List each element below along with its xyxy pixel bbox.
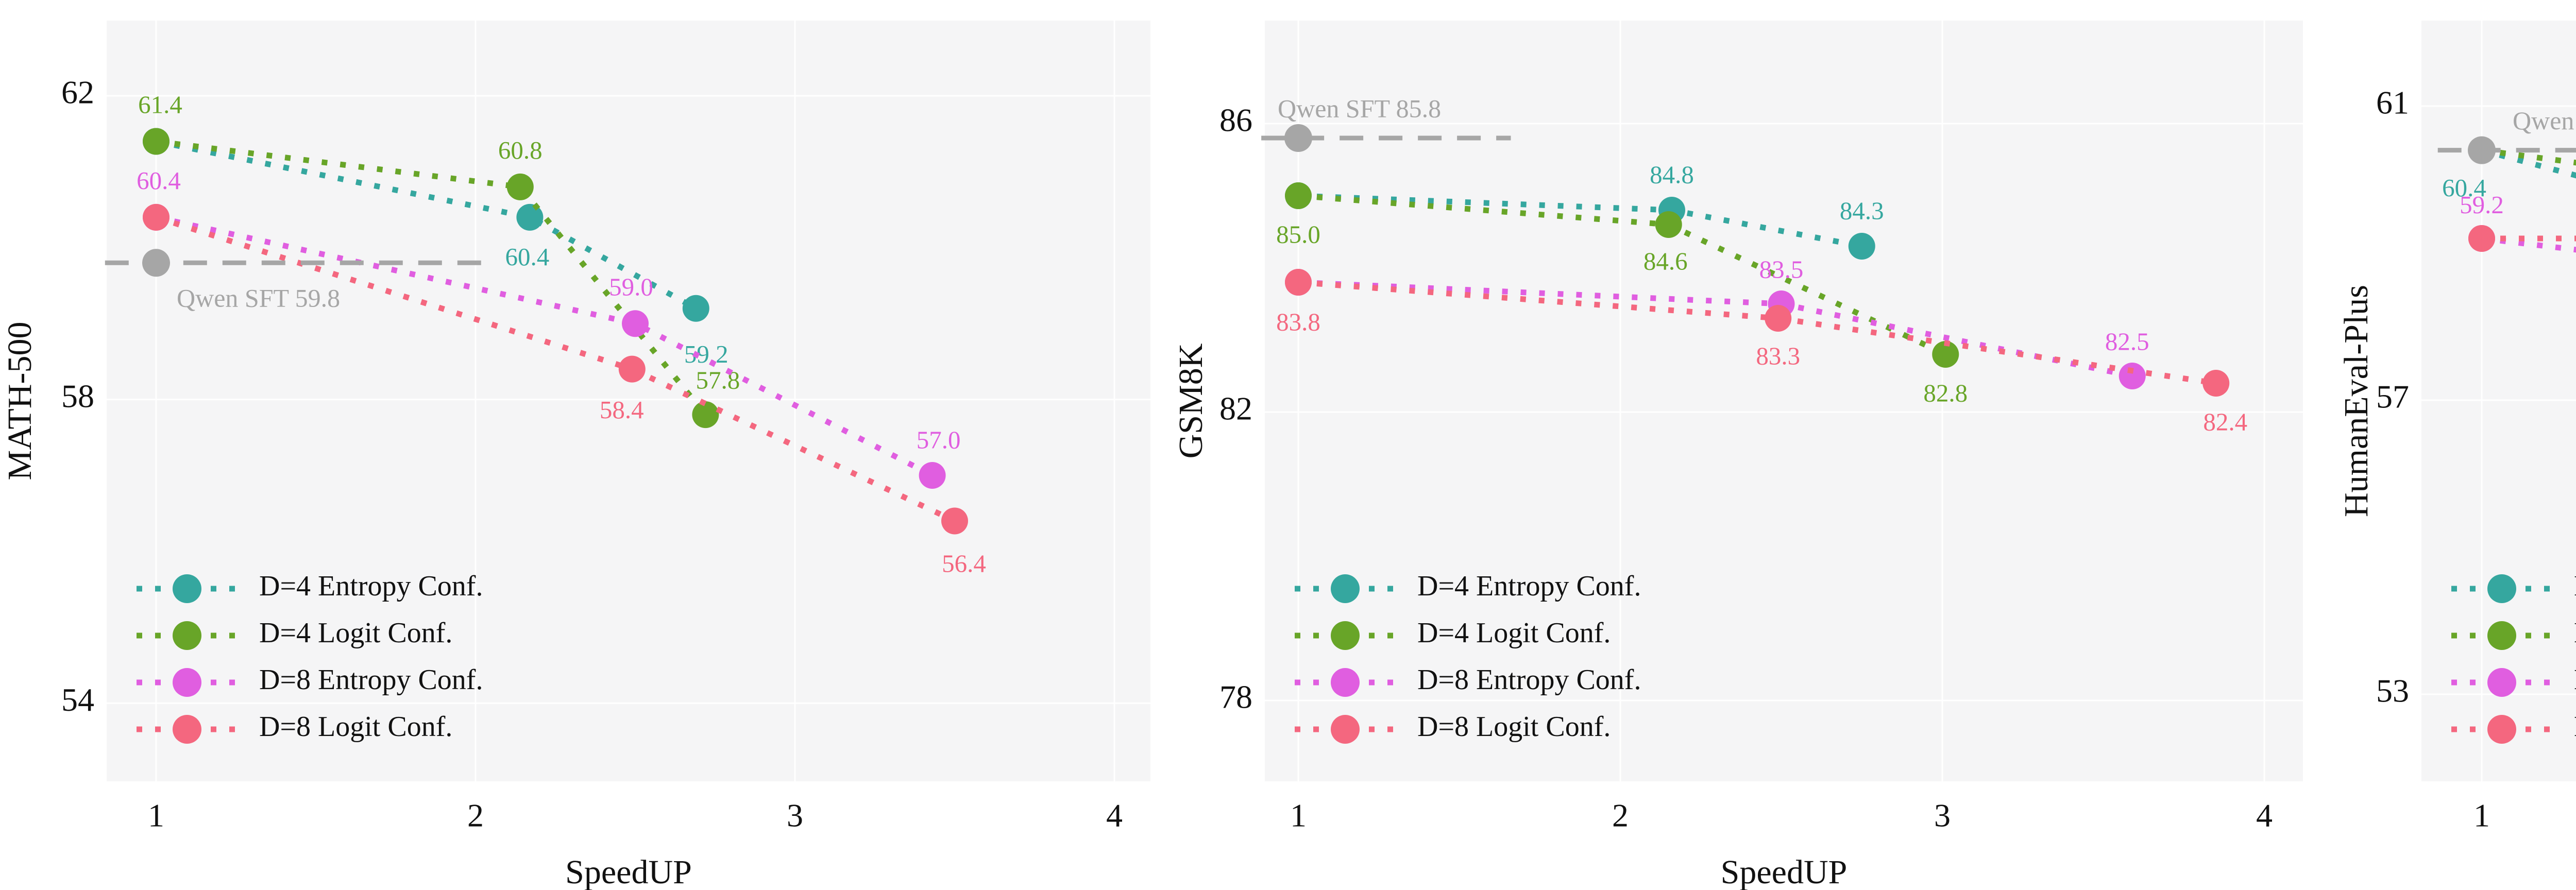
point-value-label: 61.4 <box>138 91 182 119</box>
point-value-label: 83.3 <box>1756 341 1800 370</box>
series-point-pink <box>2202 370 2230 397</box>
baseline-label: Qwen SFT 60.4 <box>2513 106 2576 135</box>
x-axis-title: SpeedUP <box>565 853 692 890</box>
y-tick-label: 58 <box>61 378 94 414</box>
point-value-label: 56.4 <box>942 550 986 578</box>
legend-marker-green <box>2487 621 2516 650</box>
x-axis-title: SpeedUP <box>1721 853 1848 890</box>
series-point-green <box>1655 211 1682 238</box>
y-tick-label: 57 <box>2376 379 2409 415</box>
point-value-label: 83.5 <box>1759 255 1804 283</box>
x-tick-label: 2 <box>1612 797 1629 834</box>
point-value-label: 58.4 <box>600 396 644 424</box>
point-value-label: 59.2 <box>684 340 728 368</box>
x-tick-label: 1 <box>2473 797 2490 834</box>
y-axis-title: HumanEval-Plus <box>2337 285 2375 517</box>
y-tick-label: 82 <box>1219 390 1252 427</box>
series-point-magenta <box>622 310 649 337</box>
y-tick-label: 54 <box>61 681 94 718</box>
series-point-green <box>506 173 534 200</box>
y-axis-title: GSM8K <box>1172 344 1210 459</box>
x-tick-label: 1 <box>148 797 164 834</box>
legend-marker-magenta <box>1331 668 1360 697</box>
legend-label: D=4 Logit Conf. <box>2574 617 2576 649</box>
point-value-label: 84.3 <box>1840 196 1884 225</box>
legend-marker-magenta <box>2487 668 2516 697</box>
y-tick-label: 78 <box>1219 679 1252 715</box>
legend-label: D=8 Logit Conf. <box>2574 711 2576 743</box>
legend-marker-magenta <box>173 668 201 697</box>
legend-marker-green <box>1331 621 1360 650</box>
legend-marker-green <box>173 621 201 650</box>
plot-area <box>107 21 1150 781</box>
legend-marker-pink <box>173 715 201 744</box>
series-point-teal <box>682 295 709 322</box>
y-tick-label: 86 <box>1219 102 1252 139</box>
point-value-label: 60.4 <box>2442 174 2486 202</box>
point-value-label: 82.5 <box>2105 327 2149 355</box>
series-point-magenta <box>919 462 946 489</box>
point-value-label: 57.0 <box>917 425 961 454</box>
legend-label: D=4 Entropy Conf. <box>2574 570 2576 602</box>
series-point-pink <box>1285 269 1312 296</box>
baseline-label: Qwen SFT 59.8 <box>177 284 340 313</box>
x-tick-label: 2 <box>467 797 484 834</box>
point-value-label: 82.4 <box>2203 407 2247 436</box>
x-tick-label: 4 <box>2256 797 2273 834</box>
legend-marker-teal <box>173 574 201 603</box>
legend-label: D=4 Entropy Conf. <box>1417 570 1641 602</box>
legend-marker-pink <box>2487 715 2516 744</box>
series-point-teal <box>1848 233 1875 260</box>
legend-label: D=4 Logit Conf. <box>259 617 452 649</box>
point-value-label: 85.0 <box>1276 220 1320 248</box>
point-value-label: 60.4 <box>137 166 181 195</box>
baseline-label: Qwen SFT 85.8 <box>1278 94 1441 123</box>
baseline-marker <box>1284 124 1312 152</box>
point-value-label: 83.8 <box>1276 307 1320 336</box>
x-tick-label: 4 <box>1106 797 1123 834</box>
legend-label: D=8 Logit Conf. <box>259 711 452 743</box>
point-value-label: 84.8 <box>1650 160 1694 189</box>
y-tick-label: 53 <box>2376 673 2409 709</box>
x-tick-label: 1 <box>1290 797 1307 834</box>
series-point-pink <box>143 203 170 231</box>
series-point-green <box>143 128 170 155</box>
plot-area <box>1265 21 2303 781</box>
y-tick-label: 61 <box>2376 84 2409 121</box>
series-point-green <box>1932 341 1959 368</box>
legend-marker-teal <box>1331 574 1360 603</box>
legend-label: D=4 Entropy Conf. <box>259 570 483 602</box>
legend-marker-pink <box>1331 715 1360 744</box>
legend-label: D=4 Logit Conf. <box>1417 617 1611 649</box>
series-point-pink <box>2468 225 2495 252</box>
series-point-green <box>1285 182 1312 209</box>
legend-label: D=8 Entropy Conf. <box>2574 664 2576 696</box>
point-value-label: 60.8 <box>498 136 543 164</box>
legend-marker-teal <box>2487 574 2516 603</box>
point-value-label: 60.4 <box>505 243 550 271</box>
y-tick-label: 62 <box>61 74 94 111</box>
x-tick-label: 3 <box>1934 797 1951 834</box>
legend-label: D=8 Entropy Conf. <box>1417 664 1641 696</box>
legend-label: D=8 Logit Conf. <box>1417 711 1611 743</box>
point-value-label: 84.6 <box>1643 247 1688 275</box>
series-point-magenta <box>2119 363 2146 389</box>
point-value-label: 57.8 <box>696 366 740 394</box>
x-tick-label: 3 <box>787 797 803 834</box>
point-value-label: 82.8 <box>1923 379 1968 407</box>
point-value-label: 59.2 <box>2460 191 2504 219</box>
y-axis-title: MATH-500 <box>1 322 39 481</box>
series-point-pink <box>1765 305 1792 332</box>
baseline-marker <box>2468 136 2496 164</box>
baseline-marker <box>142 249 170 277</box>
series-point-pink <box>618 355 646 383</box>
series-point-green <box>692 401 719 429</box>
legend-label: D=8 Entropy Conf. <box>259 664 483 696</box>
series-point-pink <box>941 507 968 535</box>
series-point-teal <box>516 203 544 231</box>
point-value-label: 59.0 <box>609 272 653 301</box>
